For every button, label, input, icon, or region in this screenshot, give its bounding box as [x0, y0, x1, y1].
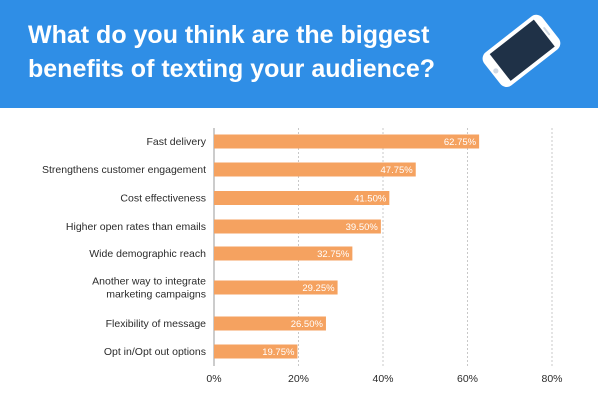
- category-label: marketing campaigns: [106, 289, 206, 301]
- category-label: Wide demographic reach: [89, 248, 206, 260]
- data-label: 47.75%: [381, 165, 414, 176]
- data-label: 41.50%: [354, 194, 387, 205]
- bar-chart: 62.75% 47.75% 41.50% 39.50% 32.75% 29.25% 26.5…: [42, 128, 563, 385]
- data-label: 62.75%: [444, 137, 477, 148]
- bar: [214, 134, 480, 149]
- header-banner: What do you think are the biggest benefi…: [0, 0, 598, 108]
- x-tick-label: 80%: [541, 373, 562, 385]
- page-title: What do you think are the biggest benefi…: [28, 18, 448, 86]
- bar: [214, 246, 353, 261]
- category-label: Strengthens customer engagement: [42, 164, 206, 176]
- bar: [214, 344, 298, 359]
- data-label: 19.75%: [262, 347, 295, 358]
- title-line-1: What do you think are the biggest: [28, 21, 430, 49]
- bars: 62.75% 47.75% 41.50% 39.50% 32.75% 29.25% 26.5…: [214, 134, 480, 359]
- bar: [214, 316, 326, 331]
- bar: [214, 280, 338, 295]
- category-label: Fast delivery: [146, 136, 206, 148]
- bar: [214, 191, 390, 205]
- category-label: Cost effectiveness: [120, 193, 206, 205]
- data-label: 29.25%: [302, 283, 335, 294]
- data-label: 39.50%: [346, 222, 379, 233]
- x-tick-label: 20%: [288, 373, 309, 385]
- category-label: Another way to integrate: [92, 276, 206, 288]
- category-labels: Fast delivery Strengthens customer engage…: [42, 136, 207, 358]
- x-tick-label: 0%: [206, 373, 221, 385]
- x-tick-label: 40%: [372, 373, 393, 385]
- x-axis-ticks: 0% 20% 40% 60% 80%: [206, 373, 562, 385]
- data-label: 26.50%: [291, 319, 324, 330]
- category-label: Opt in/Opt out options: [104, 346, 206, 358]
- data-label: 32.75%: [317, 249, 350, 260]
- smartphone-icon: [462, 6, 592, 106]
- x-tick-label: 60%: [457, 373, 478, 385]
- bar: [214, 162, 416, 177]
- bar: [214, 219, 381, 234]
- category-label: Flexibility of message: [106, 318, 207, 330]
- title-line-2: benefits of texting your audience?: [28, 55, 435, 83]
- category-label: Higher open rates than emails: [66, 221, 206, 233]
